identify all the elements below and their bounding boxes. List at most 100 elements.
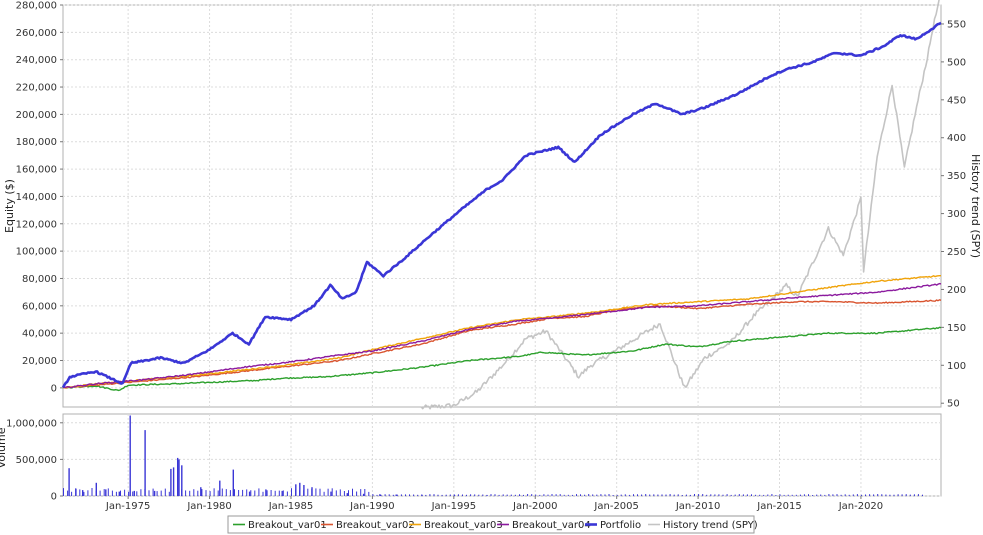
volume-bar bbox=[429, 494, 431, 496]
y-tick-label: 160,000 bbox=[16, 165, 57, 176]
volume-bar bbox=[156, 491, 158, 496]
volume-bar bbox=[331, 488, 333, 496]
volume-bar bbox=[266, 490, 268, 496]
volume-bar bbox=[689, 494, 691, 496]
volume-bar bbox=[702, 494, 704, 496]
volume-bar bbox=[75, 488, 77, 496]
volume-bar bbox=[913, 494, 915, 496]
volume-bar bbox=[95, 482, 97, 496]
y-tick-label: 40,000 bbox=[22, 329, 57, 340]
volume-bar bbox=[396, 494, 398, 496]
volume-bar bbox=[893, 494, 895, 496]
volume-bar bbox=[400, 494, 402, 496]
volume-bar bbox=[234, 489, 235, 496]
volume-bar bbox=[897, 494, 899, 496]
volume-bar bbox=[177, 488, 178, 496]
volume-bars-group bbox=[63, 415, 923, 497]
y2-tick-label: 200 bbox=[947, 285, 966, 296]
y-tick-label: 20,000 bbox=[22, 356, 57, 367]
volume-bar bbox=[751, 494, 752, 496]
volume-bar bbox=[462, 494, 463, 496]
volume-bar bbox=[335, 490, 337, 496]
volume-bar bbox=[303, 490, 305, 496]
date-axis-ticks: Jan-1975 Jan-1980 Jan-1985 Jan-1990 Jan-1995… bbox=[105, 496, 883, 512]
volume-bar bbox=[820, 494, 822, 496]
volume-bar bbox=[95, 490, 97, 496]
volume-bar bbox=[281, 490, 283, 496]
volume-bar bbox=[258, 488, 260, 496]
volume-bar bbox=[722, 494, 724, 496]
volume-bar bbox=[588, 494, 590, 496]
volume-bar bbox=[362, 493, 365, 496]
volume-bar bbox=[417, 494, 419, 496]
volume-bar bbox=[115, 491, 117, 496]
equity-axis-ticks: 0 20,000 40,000 60,000 80,000 100,000 120,000 1… bbox=[16, 1, 63, 394]
volume-bar bbox=[584, 494, 586, 496]
volume-bar bbox=[738, 494, 740, 496]
volume-bar bbox=[873, 494, 875, 496]
volume-bar bbox=[909, 494, 911, 496]
volume-bar bbox=[63, 488, 64, 496]
volume-bar bbox=[384, 494, 386, 496]
volume-bar bbox=[172, 467, 175, 496]
volume-bar bbox=[694, 494, 695, 496]
volume-bar bbox=[87, 490, 89, 496]
volume-bar bbox=[425, 494, 427, 496]
volume-bar bbox=[372, 494, 374, 496]
volume-bar bbox=[368, 491, 370, 496]
volume-bar bbox=[323, 491, 325, 496]
volume-bar bbox=[746, 494, 748, 496]
volume-bar bbox=[120, 490, 121, 496]
volume-bar bbox=[600, 494, 602, 496]
volume-bar bbox=[856, 494, 858, 496]
volume-bar bbox=[620, 494, 622, 496]
volume-bar bbox=[860, 494, 862, 496]
volume-bar bbox=[348, 490, 349, 496]
x-tick-label: Jan-2000 bbox=[512, 501, 557, 512]
volume-bar bbox=[759, 494, 761, 496]
volume-bar bbox=[413, 494, 415, 496]
volume-bar bbox=[783, 494, 785, 496]
spy-axis-ticks: 50 100 150 200 250 300 350 400 450 500 550 bbox=[941, 19, 966, 410]
volume-bar bbox=[612, 495, 614, 496]
volume-bar bbox=[181, 489, 183, 496]
spy-axis-title: History trend (SPY) bbox=[969, 154, 982, 258]
volume-bar bbox=[144, 430, 146, 496]
volume-bar bbox=[128, 491, 130, 496]
volume-bar bbox=[201, 489, 203, 496]
y2-tick-label: 400 bbox=[947, 133, 966, 144]
volume-bar bbox=[628, 494, 630, 496]
volume-bar bbox=[763, 494, 765, 496]
volume-bar bbox=[710, 494, 712, 496]
volume-bar bbox=[164, 488, 166, 496]
volume-bar bbox=[262, 491, 264, 496]
volume-bar bbox=[445, 494, 447, 496]
volume-bar bbox=[531, 494, 533, 496]
volume-bar bbox=[453, 494, 455, 496]
volume-bar bbox=[576, 494, 577, 496]
volume-bar bbox=[869, 494, 871, 496]
volume-bar bbox=[539, 494, 541, 496]
volume-bar bbox=[649, 494, 651, 496]
volume-bar bbox=[327, 488, 329, 496]
volume-bar bbox=[567, 494, 569, 496]
volume-bar bbox=[523, 494, 524, 496]
main-plot-area bbox=[62, 4, 942, 408]
volume-bar bbox=[221, 488, 223, 496]
volume-bar bbox=[437, 494, 439, 496]
volume-bar bbox=[490, 494, 492, 496]
volume-bar bbox=[616, 494, 618, 496]
volume-bar bbox=[315, 488, 317, 496]
y2-tick-label: 100 bbox=[947, 361, 966, 372]
x-tick-label: Jan-2015 bbox=[756, 501, 801, 512]
y-tick-label: 0 bbox=[51, 383, 57, 394]
volume-bar bbox=[905, 494, 907, 496]
y-tick-label: 140,000 bbox=[16, 192, 57, 203]
volume-bar bbox=[232, 469, 234, 496]
volume-bar bbox=[148, 490, 150, 496]
x-tick-label: Jan-2010 bbox=[675, 501, 720, 512]
volume-bar bbox=[669, 494, 671, 496]
volume-bar bbox=[514, 494, 516, 496]
volume-bar bbox=[665, 494, 667, 496]
y2-tick-label: 150 bbox=[947, 323, 966, 334]
